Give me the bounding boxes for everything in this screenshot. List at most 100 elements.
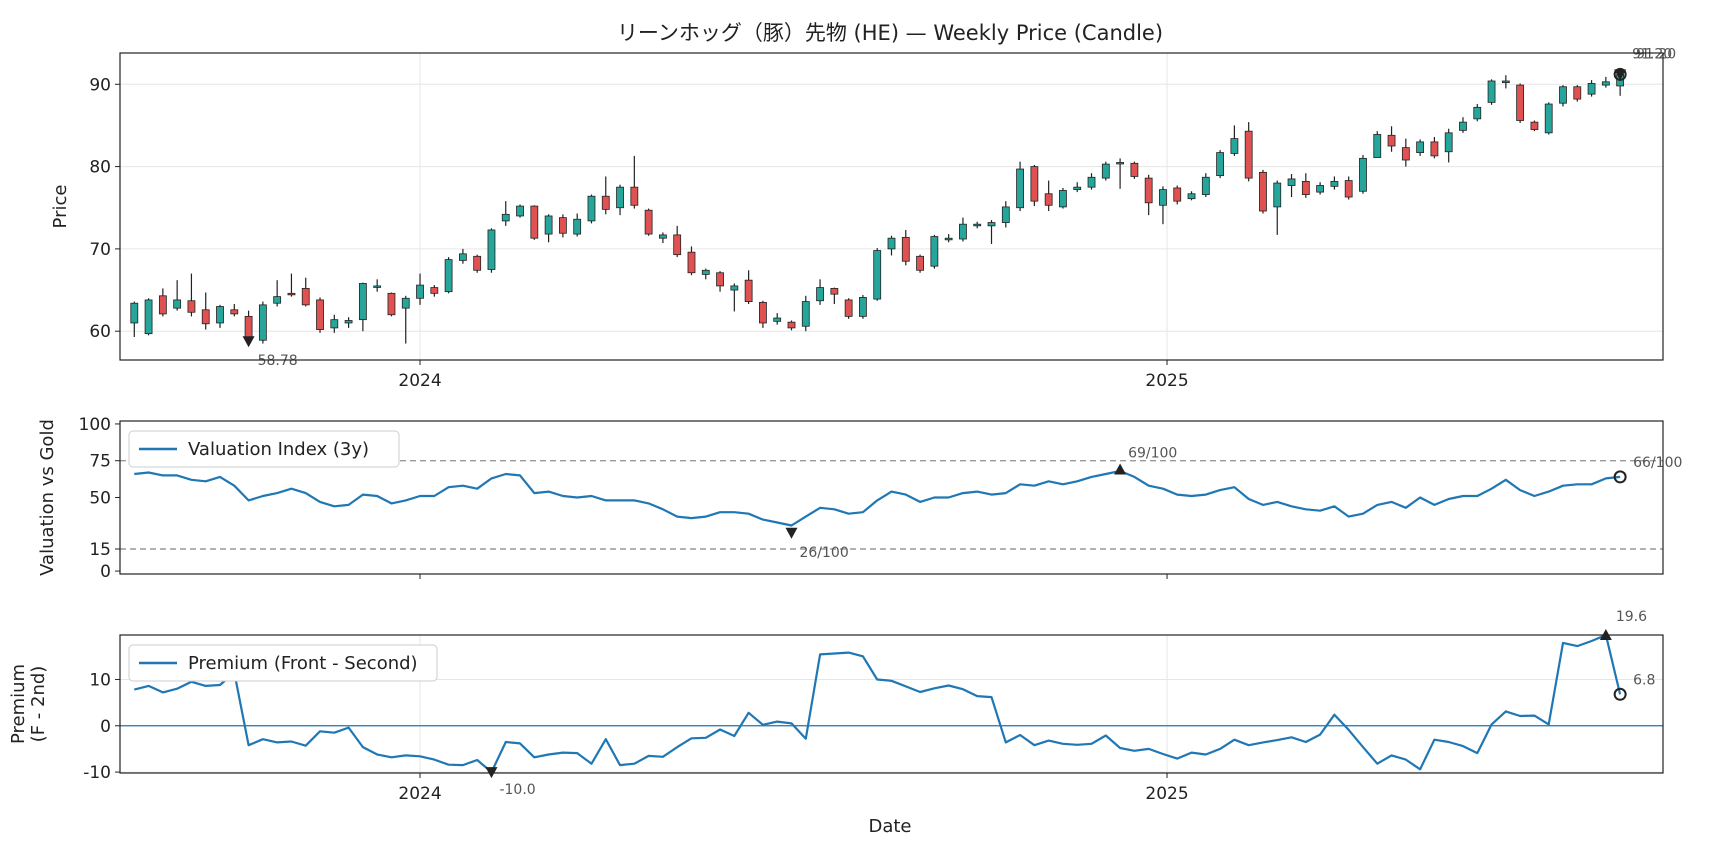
candle-body (601, 195, 610, 210)
candle (844, 298, 853, 319)
candle-body (1173, 187, 1182, 202)
candle-body (1359, 157, 1367, 192)
y-axis-label: Premium (8, 664, 29, 744)
candle (1259, 169, 1267, 214)
candle-body (1016, 168, 1024, 209)
premium-line (134, 633, 1622, 774)
candle (759, 300, 767, 328)
candle (987, 220, 996, 244)
candle (1301, 173, 1310, 198)
x-axis-label: Date (868, 816, 911, 837)
candle (687, 246, 696, 276)
candle-body (673, 234, 682, 256)
candle (1401, 138, 1410, 167)
candle (1501, 75, 1510, 89)
candle (1030, 164, 1039, 207)
candle-body (630, 186, 639, 206)
candle (801, 295, 810, 332)
candle-body (1416, 141, 1425, 153)
candle (216, 304, 224, 328)
y-axis-label: (F - 2nd) (28, 666, 49, 743)
candle (1559, 85, 1567, 107)
candle-body (387, 292, 396, 316)
candle-body (1344, 180, 1353, 198)
annotation-marker (785, 527, 798, 539)
candle (673, 225, 682, 258)
candle (544, 214, 553, 243)
candle (1130, 161, 1139, 179)
candle-body (544, 215, 553, 235)
candle-body (330, 319, 339, 329)
candle (530, 205, 539, 240)
candle-body (987, 222, 996, 227)
legend-box (128, 644, 438, 682)
candle-body (258, 304, 267, 341)
candle-body (773, 317, 782, 322)
candle (1316, 182, 1325, 195)
candle-body (1316, 185, 1325, 193)
candle (830, 287, 839, 305)
candle-body (659, 234, 667, 239)
candle (873, 248, 882, 301)
candle-body (973, 223, 982, 227)
candle-body (1330, 180, 1339, 187)
candle (1430, 136, 1439, 159)
candle (1187, 191, 1196, 201)
candle-body (1101, 163, 1110, 179)
candle-body (1601, 81, 1610, 86)
candle-body (1030, 166, 1039, 202)
candle (173, 280, 182, 311)
candle (487, 228, 496, 273)
annotation-label: 26/100 (799, 545, 848, 561)
candle-body (1516, 84, 1525, 121)
candle (573, 213, 582, 237)
candle-body (201, 309, 210, 325)
y-axis-label: Price (50, 185, 71, 229)
candle (230, 304, 239, 317)
candle-body (273, 296, 282, 304)
y-tick-label: 75 (89, 452, 111, 472)
candle-body (1559, 86, 1567, 104)
candle (516, 204, 524, 218)
candle-body (316, 299, 324, 330)
candle (1159, 186, 1167, 225)
axes-frame (119, 634, 1664, 774)
chart-title: リーンホッグ（豚）先物 (HE) — Weekly Price (Candle) (617, 21, 1163, 45)
annotation-label: 6.8 (1633, 672, 1655, 688)
candle-body (701, 269, 710, 275)
candle (1101, 161, 1110, 181)
candle (301, 277, 310, 307)
candle-body (1444, 132, 1453, 153)
candle (287, 273, 296, 297)
candle (1473, 104, 1482, 122)
annotation-marker (1114, 463, 1127, 475)
candle (944, 234, 953, 243)
candle (1530, 120, 1539, 132)
candle-body (230, 309, 239, 315)
candle-body (501, 213, 510, 222)
y-tick-label: 80 (89, 158, 111, 178)
candle-body (801, 301, 810, 327)
candle (158, 288, 167, 317)
candle-body (844, 299, 853, 317)
candle-body (1159, 189, 1167, 206)
candle (358, 282, 367, 332)
candle (787, 320, 796, 331)
candle-body (1201, 176, 1210, 195)
candle (130, 301, 139, 337)
y-tick-label: 90 (89, 75, 111, 95)
candle (1230, 125, 1239, 156)
axes-frame (119, 52, 1664, 361)
annotation-label: 58.78 (258, 353, 298, 369)
candle (1173, 185, 1182, 205)
candle-body (1059, 190, 1067, 208)
annotation-label: 91.20 (1632, 46, 1672, 62)
legend-box (128, 430, 400, 468)
candle (1287, 173, 1296, 198)
annotation-label: 19.6 (1616, 609, 1647, 625)
candle-body (1130, 162, 1139, 177)
candle-body (516, 205, 524, 217)
candle-body (1587, 83, 1596, 95)
candle (816, 279, 824, 305)
candle-body (1287, 178, 1296, 186)
